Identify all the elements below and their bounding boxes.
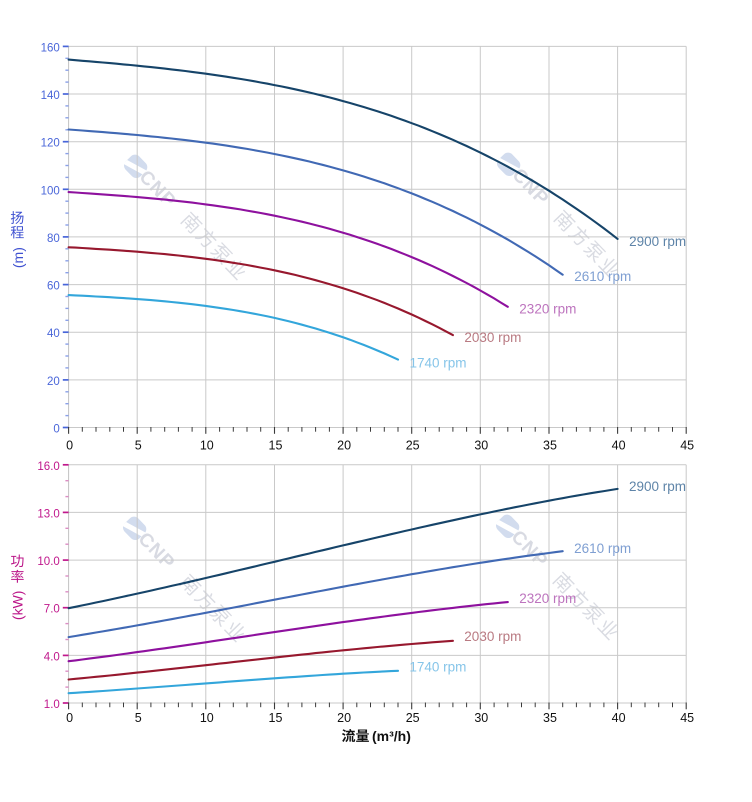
svg-text:140: 140 [41, 90, 60, 102]
svg-text:0: 0 [66, 711, 73, 725]
svg-text:7.0: 7.0 [44, 604, 60, 616]
svg-text:45: 45 [680, 711, 694, 725]
svg-text:100: 100 [41, 185, 60, 197]
svg-text:80: 80 [47, 233, 60, 245]
svg-text:2610 rpm: 2610 rpm [574, 541, 631, 556]
svg-text:(kW): (kW) [10, 591, 26, 621]
svg-text:25: 25 [406, 711, 420, 725]
svg-text:40: 40 [47, 328, 60, 340]
svg-text:2900 rpm: 2900 rpm [629, 234, 686, 249]
svg-text:0: 0 [53, 424, 59, 436]
svg-text:(m³/h): (m³/h) [372, 728, 411, 744]
svg-text:20: 20 [47, 376, 60, 388]
svg-text:2320 rpm: 2320 rpm [519, 591, 576, 606]
svg-text:160: 160 [41, 42, 60, 54]
svg-text:13.0: 13.0 [37, 508, 59, 520]
svg-text:15: 15 [269, 711, 283, 725]
svg-text:1740 rpm: 1740 rpm [410, 356, 467, 371]
svg-text:1740 rpm: 1740 rpm [409, 660, 466, 675]
svg-text:25: 25 [406, 439, 420, 453]
svg-text:40: 40 [612, 711, 626, 725]
svg-text:35: 35 [543, 439, 557, 453]
svg-text:10.0: 10.0 [37, 556, 59, 568]
svg-text:15: 15 [269, 439, 283, 453]
svg-text:30: 30 [474, 439, 488, 453]
svg-text:20: 20 [337, 439, 351, 453]
svg-text:35: 35 [543, 711, 557, 725]
svg-text:0: 0 [66, 439, 73, 453]
svg-text:1.0: 1.0 [44, 699, 60, 711]
svg-text:120: 120 [41, 138, 60, 150]
svg-text:16.0: 16.0 [37, 461, 59, 473]
svg-text:60: 60 [47, 281, 60, 293]
svg-text:5: 5 [135, 439, 142, 453]
svg-text:10: 10 [200, 711, 214, 725]
svg-text:2900 rpm: 2900 rpm [629, 479, 686, 494]
svg-text:2610 rpm: 2610 rpm [574, 269, 631, 284]
svg-text:2030 rpm: 2030 rpm [464, 330, 521, 345]
svg-text:5: 5 [135, 711, 142, 725]
svg-text:30: 30 [474, 711, 488, 725]
svg-text:45: 45 [680, 439, 694, 453]
svg-text:(m): (m) [10, 247, 26, 268]
svg-text:2030 rpm: 2030 rpm [464, 629, 521, 644]
svg-text:4.0: 4.0 [44, 651, 60, 663]
svg-text:10: 10 [200, 439, 214, 453]
svg-text:2320 rpm: 2320 rpm [519, 302, 576, 317]
svg-text:20: 20 [337, 711, 351, 725]
svg-text:40: 40 [612, 439, 626, 453]
